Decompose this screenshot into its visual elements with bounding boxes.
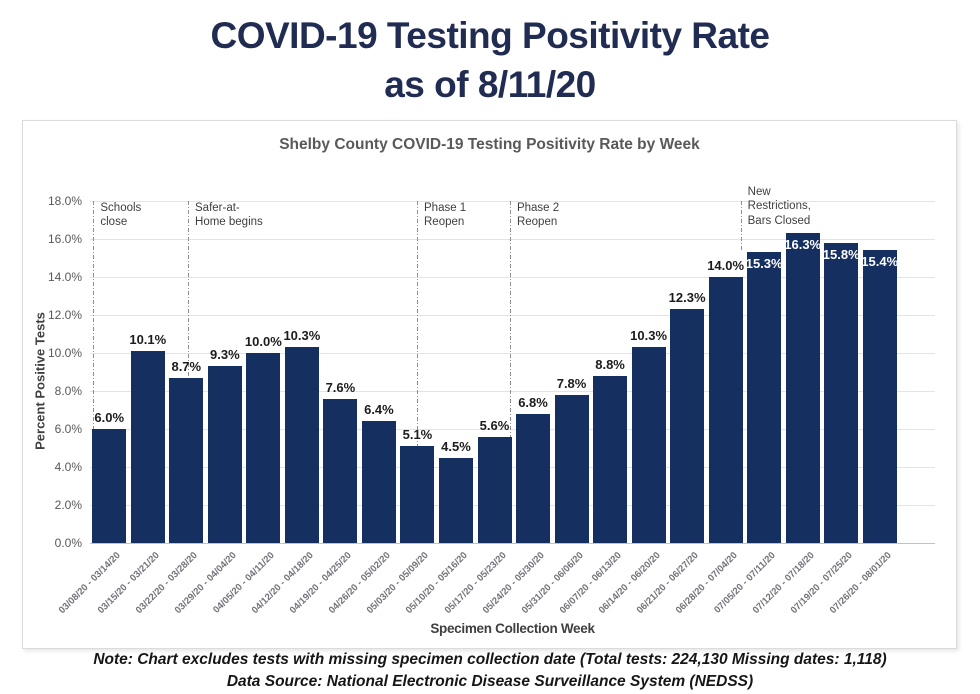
bar-value-label: 15.8% [822, 246, 860, 262]
y-tick-label: 16.0% [47, 232, 82, 246]
y-tick-label: 0.0% [54, 536, 82, 550]
x-axis-title: Specimen Collection Week [430, 621, 595, 636]
bar [323, 398, 358, 543]
page-title-line2: as of 8/11/20 [384, 63, 596, 105]
bar [130, 351, 165, 543]
bar [862, 250, 897, 543]
page-title: COVID-19 Testing Positivity Rate as of 8… [0, 12, 980, 110]
bar [824, 242, 859, 543]
annotation-label: Phase 2 Reopen [516, 202, 560, 229]
bar-value-label: 10.3% [283, 328, 321, 344]
annotation-line [509, 201, 511, 437]
gridline [90, 353, 935, 354]
annotation-label: Safer-at- Home begins [195, 202, 263, 229]
bar [631, 347, 666, 543]
gridline [90, 315, 935, 316]
y-tick-label: 8.0% [54, 384, 82, 398]
bar [169, 377, 204, 543]
gridline [90, 429, 935, 430]
bar-value-label: 15.4% [861, 254, 899, 270]
y-tick-label: 2.0% [54, 498, 82, 512]
bar-value-label: 16.3% [784, 237, 822, 253]
bar-value-label: 6.4% [364, 402, 394, 418]
bar-value-label: 6.0% [94, 410, 125, 425]
bar-value-label: 7.6% [325, 379, 356, 395]
y-tick-label: 6.0% [54, 422, 82, 436]
bar-value-label: 15.3% [745, 256, 783, 272]
annotation-label: Phase 1 Reopen [424, 202, 467, 229]
bar [708, 277, 743, 543]
bar-value-label: 10.1% [129, 332, 167, 348]
annotation-line [740, 201, 742, 253]
bar [785, 233, 820, 543]
gridline [90, 543, 935, 544]
y-tick-label: 10.0% [47, 346, 82, 360]
bar-value-label: 8.8% [595, 356, 625, 372]
bar-value-label: 10.3% [630, 328, 668, 344]
gridline [90, 201, 935, 202]
note-line1: Note: Chart excludes tests with missing … [93, 651, 887, 668]
bar [284, 347, 319, 543]
bar [516, 413, 551, 543]
annotation-line [188, 201, 190, 378]
bar [593, 375, 628, 543]
bar-value-label: 7.8% [556, 375, 587, 391]
annotation-label: Schools close [100, 202, 142, 229]
bar-value-label: 5.1% [402, 427, 433, 443]
bar-value-label: 9.3% [210, 347, 240, 363]
bar [747, 252, 782, 543]
annotation-line [93, 201, 95, 429]
y-tick-label: 12.0% [47, 308, 82, 322]
bar [207, 366, 242, 543]
bar [438, 457, 473, 543]
bar [477, 436, 512, 543]
y-tick-label: 18.0% [47, 194, 82, 208]
gridline [90, 505, 935, 506]
y-tick-label: 4.0% [54, 460, 82, 474]
gridline [90, 391, 935, 392]
bar-value-label: 6.8% [518, 394, 548, 410]
bar [400, 446, 435, 543]
bar [554, 394, 589, 543]
page-title-line1: COVID-19 Testing Positivity Rate [210, 15, 771, 56]
chart-title: Shelby County COVID-19 Testing Positivit… [279, 136, 700, 153]
bar-value-label: 10.0% [244, 334, 282, 349]
bar-value-label: 5.6% [479, 417, 510, 433]
bar-value-label: 4.5% [441, 438, 471, 454]
bar-value-label: 12.3% [668, 290, 706, 306]
y-tick-label: 14.0% [47, 270, 82, 284]
bar-value-label: 14.0% [707, 258, 745, 273]
gridline [90, 467, 935, 468]
bar [92, 429, 127, 543]
annotation-line [417, 201, 418, 447]
bar [670, 309, 705, 543]
bar [361, 421, 396, 543]
note-line2: Data Source: National Electronic Disease… [226, 673, 754, 690]
gridline [90, 239, 935, 240]
bar-value-label: 8.7% [171, 358, 202, 374]
bar [246, 353, 281, 543]
gridline [90, 277, 935, 278]
annotation-label: New Restrictions, Bars Closed [747, 186, 811, 227]
